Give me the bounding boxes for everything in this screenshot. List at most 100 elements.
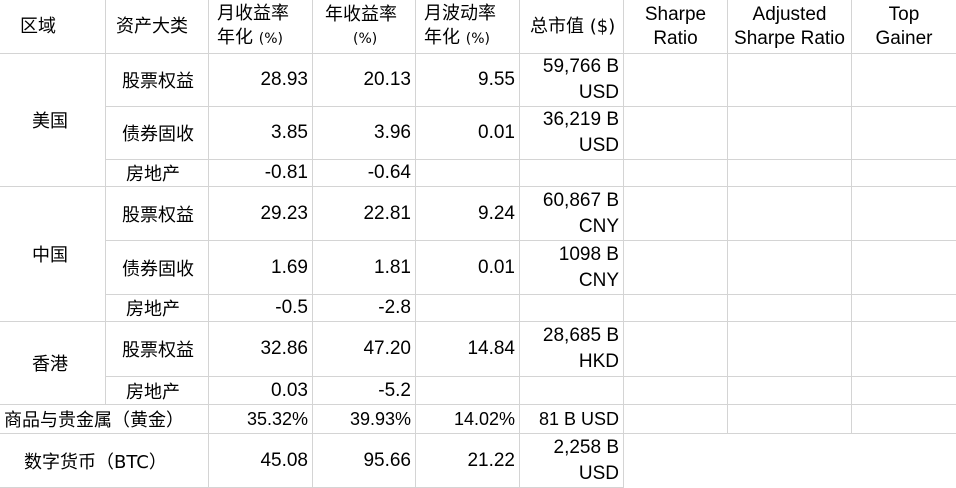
sharpe-hk-realestate[interactable] (624, 377, 728, 405)
header-top-gainer-l1: Top (888, 3, 920, 25)
adj-sharpe-cn-bond[interactable] (728, 241, 852, 295)
adj-sharpe-cn-equity[interactable] (728, 187, 852, 241)
header-monthly-return-l2-wrap: 年化 (%) (217, 26, 283, 51)
asset-cn-bond[interactable]: 债券固收 (106, 241, 209, 295)
top-gainer-cn-realestate[interactable] (852, 295, 956, 322)
cap-cn-bond[interactable]: 1098 B CNY (520, 241, 624, 295)
header-region-label: 区域 (20, 15, 56, 37)
region-hk[interactable]: 香港 (0, 322, 106, 405)
annual-hk-realestate[interactable]: -5.2 (313, 377, 416, 405)
vol-hk-equity[interactable]: 14.84 (416, 322, 520, 377)
header-market-cap[interactable]: 总市值 ($) (520, 0, 624, 54)
header-sharpe-ratio[interactable]: Sharpe Ratio (624, 0, 728, 54)
cap-hk-realestate[interactable] (520, 377, 624, 405)
cap-hk-equity[interactable]: 28,685 B HKD (520, 322, 624, 377)
annual-cn-bond[interactable]: 1.81 (313, 241, 416, 295)
vol-cn-bond-value: 0.01 (478, 256, 515, 278)
adj-sharpe-us-equity[interactable] (728, 54, 852, 107)
monthly-us-equity[interactable]: 28.93 (209, 54, 313, 107)
monthly-btc-value: 45.08 (260, 449, 308, 471)
monthly-us-bond[interactable]: 3.85 (209, 107, 313, 160)
vol-cn-realestate[interactable] (416, 295, 520, 322)
annual-us-bond[interactable]: 3.96 (313, 107, 416, 160)
monthly-cn-equity[interactable]: 29.23 (209, 187, 313, 241)
vol-us-bond[interactable]: 0.01 (416, 107, 520, 160)
top-gainer-cn-bond[interactable] (852, 241, 956, 295)
header-annual-return-unit: (%) (353, 30, 378, 47)
monthly-cn-bond[interactable]: 1.69 (209, 241, 313, 295)
annual-btc[interactable]: 95.66 (313, 434, 416, 488)
cap-btc[interactable]: 2,258 B USD (520, 434, 624, 488)
region-cn[interactable]: 中国 (0, 187, 106, 322)
asset-us-equity[interactable]: 股票权益 (106, 54, 209, 107)
sharpe-cn-bond[interactable] (624, 241, 728, 295)
cap-gold[interactable]: 81 B USD (520, 405, 624, 434)
adj-sharpe-hk-equity[interactable] (728, 322, 852, 377)
asset-us-realestate[interactable]: 房地产 (106, 160, 209, 187)
sharpe-us-bond[interactable] (624, 107, 728, 160)
asset-us-bond[interactable]: 债券固收 (106, 107, 209, 160)
vol-us-equity[interactable]: 9.55 (416, 54, 520, 107)
asset-cn-realestate[interactable]: 房地产 (106, 295, 209, 322)
monthly-gold[interactable]: 35.32% (209, 405, 313, 434)
header-top-gainer[interactable]: Top Gainer (852, 0, 956, 54)
top-gainer-hk-realestate[interactable] (852, 377, 956, 405)
top-gainer-us-realestate[interactable] (852, 160, 956, 187)
sharpe-gold[interactable] (624, 405, 728, 434)
adj-sharpe-cn-realestate[interactable] (728, 295, 852, 322)
top-gainer-hk-equity[interactable] (852, 322, 956, 377)
annual-gold[interactable]: 39.93% (313, 405, 416, 434)
header-annual-return[interactable]: 年收益率 (%) (313, 0, 416, 54)
sharpe-hk-equity[interactable] (624, 322, 728, 377)
vol-btc[interactable]: 21.22 (416, 434, 520, 488)
sharpe-us-equity[interactable] (624, 54, 728, 107)
vol-cn-bond[interactable]: 0.01 (416, 241, 520, 295)
asset-cn-equity[interactable]: 股票权益 (106, 187, 209, 241)
adj-sharpe-btc[interactable] (728, 434, 852, 488)
top-gainer-us-equity[interactable] (852, 54, 956, 107)
sharpe-cn-realestate[interactable] (624, 295, 728, 322)
header-adjusted-sharpe[interactable]: Adjusted Sharpe Ratio (728, 0, 852, 54)
asset-cn-bond-label: 债券固收 (122, 258, 194, 280)
cap-us-realestate[interactable] (520, 160, 624, 187)
adj-sharpe-us-bond[interactable] (728, 107, 852, 160)
header-monthly-return-unit: (%) (258, 31, 283, 47)
monthly-hk-equity[interactable]: 32.86 (209, 322, 313, 377)
cap-cn-realestate[interactable] (520, 295, 624, 322)
row-gold-label[interactable]: 商品与贵金属（黄金） (0, 405, 209, 434)
annual-hk-equity[interactable]: 47.20 (313, 322, 416, 377)
vol-hk-realestate[interactable] (416, 377, 520, 405)
monthly-us-realestate[interactable]: -0.81 (209, 160, 313, 187)
cap-us-bond[interactable]: 36,219 B USD (520, 107, 624, 160)
monthly-hk-realestate[interactable]: 0.03 (209, 377, 313, 405)
header-monthly-return[interactable]: 月收益率 年化 (%) (209, 0, 313, 54)
top-gainer-us-bond[interactable] (852, 107, 956, 160)
adj-sharpe-gold[interactable] (728, 405, 852, 434)
adj-sharpe-us-realestate[interactable] (728, 160, 852, 187)
top-gainer-gold[interactable] (852, 405, 956, 434)
region-us[interactable]: 美国 (0, 54, 106, 187)
monthly-btc[interactable]: 45.08 (209, 434, 313, 488)
cap-cn-equity[interactable]: 60,867 B CNY (520, 187, 624, 241)
vol-cn-equity[interactable]: 9.24 (416, 187, 520, 241)
annual-us-realestate[interactable]: -0.64 (313, 160, 416, 187)
header-monthly-vol[interactable]: 月波动率 年化 (%) (416, 0, 520, 54)
asset-hk-realestate[interactable]: 房地产 (106, 377, 209, 405)
header-asset-class[interactable]: 资产大类 (106, 0, 209, 54)
top-gainer-btc[interactable] (852, 434, 956, 488)
row-btc-label[interactable]: 数字货币（BTC） (0, 434, 209, 488)
vol-gold[interactable]: 14.02% (416, 405, 520, 434)
monthly-cn-realestate[interactable]: -0.5 (209, 295, 313, 322)
cap-us-equity[interactable]: 59,766 B USD (520, 54, 624, 107)
sharpe-us-realestate[interactable] (624, 160, 728, 187)
sharpe-btc[interactable] (624, 434, 728, 488)
sharpe-cn-equity[interactable] (624, 187, 728, 241)
header-region[interactable]: 区域 (0, 0, 106, 54)
adj-sharpe-hk-realestate[interactable] (728, 377, 852, 405)
vol-us-realestate[interactable] (416, 160, 520, 187)
annual-cn-equity[interactable]: 22.81 (313, 187, 416, 241)
annual-us-equity[interactable]: 20.13 (313, 54, 416, 107)
asset-hk-equity[interactable]: 股票权益 (106, 322, 209, 377)
annual-cn-realestate[interactable]: -2.8 (313, 295, 416, 322)
top-gainer-cn-equity[interactable] (852, 187, 956, 241)
